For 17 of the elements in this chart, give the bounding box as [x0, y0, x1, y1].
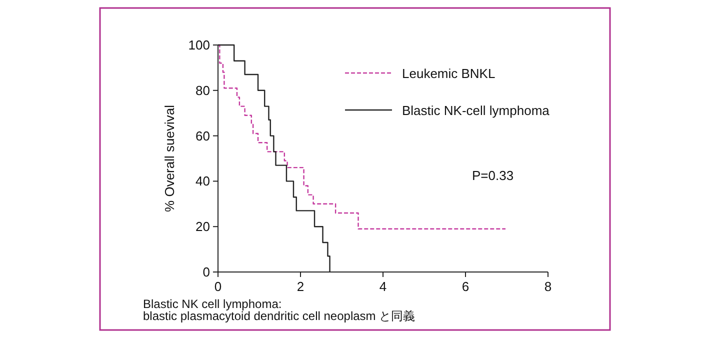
x-tick-label: 6	[462, 279, 470, 294]
y-tick-label: 60	[196, 128, 210, 144]
x-tick-label: 0	[214, 279, 222, 294]
legend-label: Blastic NK-cell lymphoma	[402, 103, 550, 118]
y-tick-label: 0	[202, 264, 210, 280]
text: Blastic NK cell lymphoma:	[143, 297, 282, 311]
y-tick-label: 20	[196, 219, 210, 234]
text: blastic plasmacytoid dendritic cell neoplasm と同義	[143, 309, 416, 323]
legend-label: Leukemic BNKL	[402, 66, 496, 81]
x-tick-label: 8	[544, 279, 552, 294]
y-tick-label: 100	[188, 38, 210, 52]
x-tick-label: 2	[296, 279, 304, 294]
y-tick-label: 80	[196, 82, 210, 98]
annotation: P=0.33	[472, 168, 514, 183]
x-tick-label: 4	[379, 279, 387, 294]
y-axis-title: % Overall suevival	[162, 104, 177, 212]
y-tick-label: 40	[196, 174, 210, 189]
